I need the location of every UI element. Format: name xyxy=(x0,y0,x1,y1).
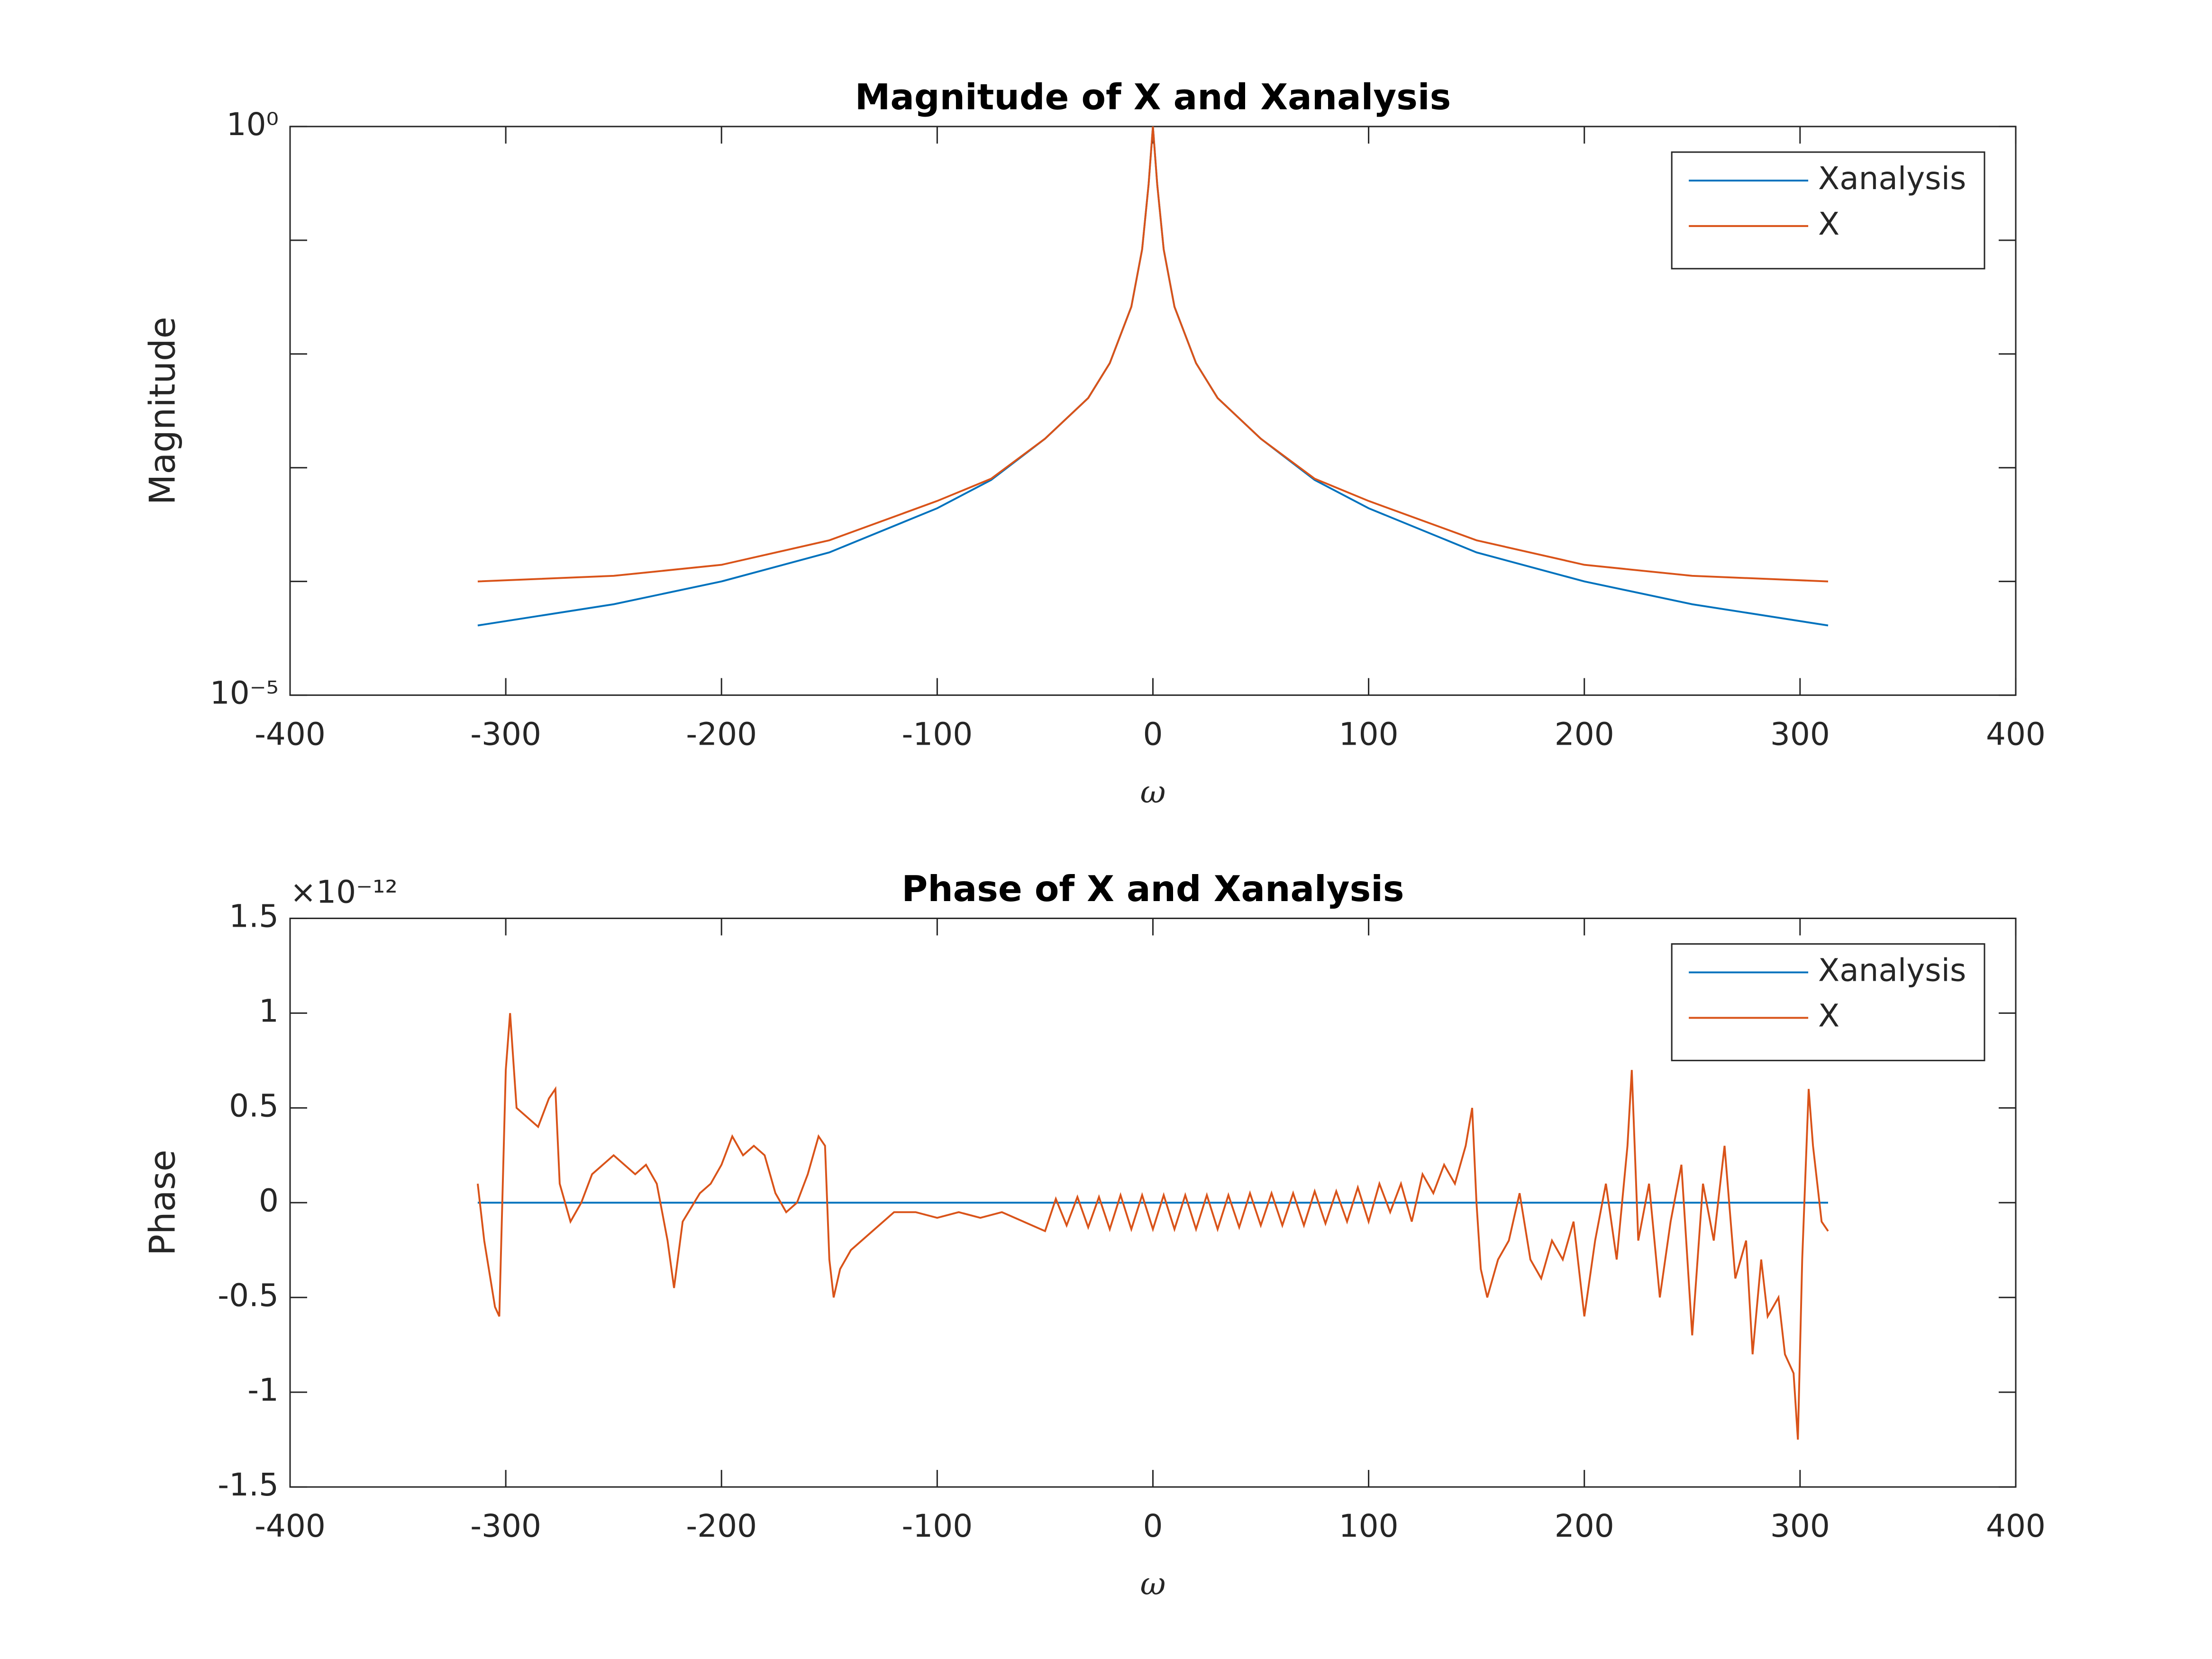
x-tick-label: 300 xyxy=(1770,716,1830,753)
chart-title: Magnitude of X and Xanalysis xyxy=(855,76,1451,118)
x-tick-label: -300 xyxy=(470,716,541,753)
x-tick-label: 100 xyxy=(1339,1508,1399,1544)
x-tick-label: 0 xyxy=(1143,716,1163,753)
legend-box xyxy=(1671,151,1985,270)
legend-label: X xyxy=(1818,997,1839,1034)
x-tick-label: -100 xyxy=(901,1508,973,1544)
y-tick-label: -1.5 xyxy=(218,1467,279,1503)
legend-label: Xanalysis xyxy=(1818,160,1966,197)
y-axis-label: Phase xyxy=(142,1149,183,1256)
x-tick-label: -400 xyxy=(255,716,326,753)
y-tick-label: -0.5 xyxy=(218,1277,279,1313)
y-tick-label: -1 xyxy=(247,1372,279,1408)
legend-label: X xyxy=(1818,206,1839,242)
x-axis-label: ω xyxy=(1140,774,1166,811)
y-tick-label: 10⁰ xyxy=(227,106,279,143)
x-tick-label: 400 xyxy=(1986,716,2046,753)
x-tick-label: -200 xyxy=(686,716,757,753)
y-tick-label: 1 xyxy=(259,993,279,1029)
x-tick-label: -300 xyxy=(470,1508,541,1544)
y-tick-label: 0.5 xyxy=(229,1087,279,1124)
series-line xyxy=(477,1013,1829,1440)
series-line xyxy=(477,126,1829,583)
y-multiplier: ×10⁻¹² xyxy=(290,874,398,911)
x-tick-label: 300 xyxy=(1770,1508,1830,1544)
x-tick-label: 200 xyxy=(1555,716,1614,753)
x-tick-label: 100 xyxy=(1339,716,1399,753)
x-tick-label: -400 xyxy=(255,1508,326,1544)
y-tick-label: 1.5 xyxy=(229,898,279,935)
x-tick-label: -100 xyxy=(901,716,973,753)
y-tick-label: 10⁻⁵ xyxy=(210,675,279,711)
legend-box xyxy=(1671,943,1985,1061)
x-axis-label: ω xyxy=(1140,1566,1166,1602)
x-tick-label: 200 xyxy=(1555,1508,1614,1544)
x-tick-label: 400 xyxy=(1986,1508,2046,1544)
legend-label: Xanalysis xyxy=(1818,952,1966,988)
y-axis-label: Magnitude xyxy=(142,317,183,505)
x-tick-label: 0 xyxy=(1143,1508,1163,1544)
chart-title: Phase of X and Xanalysis xyxy=(901,868,1404,910)
x-tick-label: -200 xyxy=(686,1508,757,1544)
y-tick-label: 0 xyxy=(259,1182,279,1219)
